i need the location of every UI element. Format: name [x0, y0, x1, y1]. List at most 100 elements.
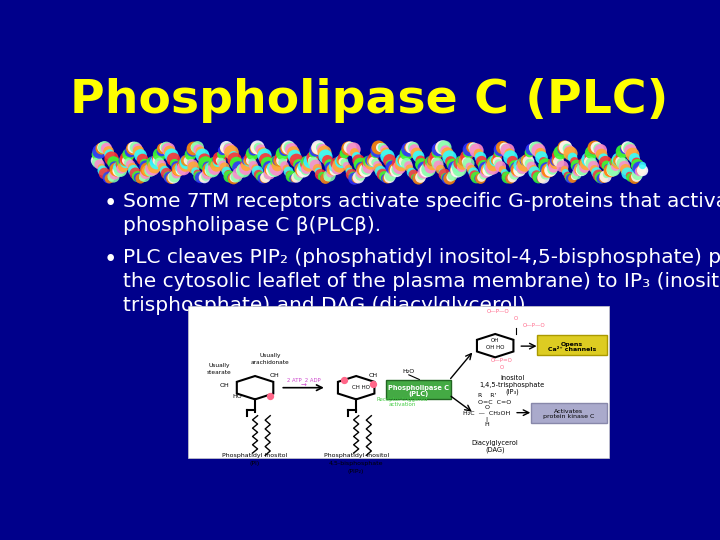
Point: [359, 162, 371, 171]
Point: [199, 171, 211, 180]
Point: [438, 143, 449, 152]
Point: [244, 156, 256, 165]
Point: [508, 160, 520, 169]
Point: [167, 173, 179, 181]
Point: [207, 165, 218, 174]
Point: [91, 157, 103, 166]
Point: [431, 148, 443, 157]
Point: [539, 170, 551, 179]
Point: [182, 156, 194, 165]
Point: [393, 157, 405, 165]
Point: [208, 157, 220, 166]
Point: [351, 173, 362, 182]
Point: [412, 173, 423, 182]
Point: [223, 144, 235, 153]
Point: [186, 160, 197, 168]
Point: [395, 156, 407, 164]
Point: [280, 144, 292, 152]
Point: [307, 149, 319, 158]
Point: [532, 146, 544, 154]
Point: [198, 155, 210, 164]
Point: [383, 173, 395, 181]
Point: [193, 172, 204, 180]
Point: [218, 144, 230, 152]
Point: [348, 148, 360, 157]
Point: [210, 161, 221, 170]
Point: [150, 156, 161, 164]
Point: [393, 163, 405, 172]
Point: [510, 163, 521, 172]
Point: [158, 143, 170, 151]
Point: [302, 160, 314, 169]
Point: [570, 161, 581, 170]
Point: [271, 160, 283, 169]
Point: [563, 173, 575, 181]
Point: [616, 147, 628, 156]
Point: [343, 143, 355, 151]
Point: [604, 164, 616, 172]
Point: [251, 166, 263, 175]
Point: [348, 173, 360, 182]
Point: [451, 161, 463, 170]
Point: [166, 151, 177, 159]
Point: [496, 165, 508, 173]
Point: [160, 169, 171, 178]
Point: [414, 156, 426, 165]
Point: [248, 146, 259, 154]
Point: [500, 143, 511, 152]
Point: [202, 169, 213, 178]
Point: [525, 145, 536, 153]
Point: [544, 161, 556, 170]
Point: [90, 154, 102, 163]
Point: [202, 162, 213, 171]
Point: [320, 173, 331, 182]
Point: [402, 145, 413, 154]
Point: [465, 143, 477, 152]
Point: [130, 169, 141, 178]
Point: [592, 144, 603, 152]
Point: [261, 159, 273, 167]
Point: [630, 158, 642, 166]
Point: [484, 165, 495, 173]
Point: [215, 150, 227, 158]
Point: [527, 143, 539, 152]
Point: [623, 144, 634, 152]
Point: [621, 168, 633, 177]
Point: [157, 144, 168, 152]
Point: [220, 143, 232, 151]
Point: [292, 171, 304, 180]
Point: [390, 166, 401, 174]
Point: [275, 156, 287, 165]
Point: [346, 170, 357, 178]
Point: [633, 164, 644, 172]
Point: [158, 166, 170, 174]
Point: [553, 151, 564, 160]
Point: [168, 171, 180, 180]
Point: [567, 153, 578, 161]
Point: [194, 173, 206, 182]
Point: [475, 172, 487, 181]
Point: [249, 144, 261, 152]
Point: [301, 157, 312, 166]
Point: [575, 166, 587, 174]
Point: [513, 166, 525, 174]
Point: [265, 165, 276, 173]
Point: [323, 171, 335, 179]
Point: [194, 147, 206, 156]
Point: [520, 156, 531, 164]
Point: [115, 158, 127, 166]
Point: [481, 164, 492, 173]
Point: [595, 173, 607, 182]
Point: [141, 164, 153, 173]
Point: [436, 143, 448, 151]
Point: [119, 156, 130, 164]
Point: [412, 152, 423, 161]
Point: [397, 156, 408, 164]
Point: [561, 171, 572, 179]
Point: [215, 158, 227, 166]
Point: [315, 170, 326, 178]
Point: [212, 156, 223, 164]
Point: [376, 170, 387, 179]
Point: [248, 160, 259, 169]
Point: [225, 147, 237, 156]
